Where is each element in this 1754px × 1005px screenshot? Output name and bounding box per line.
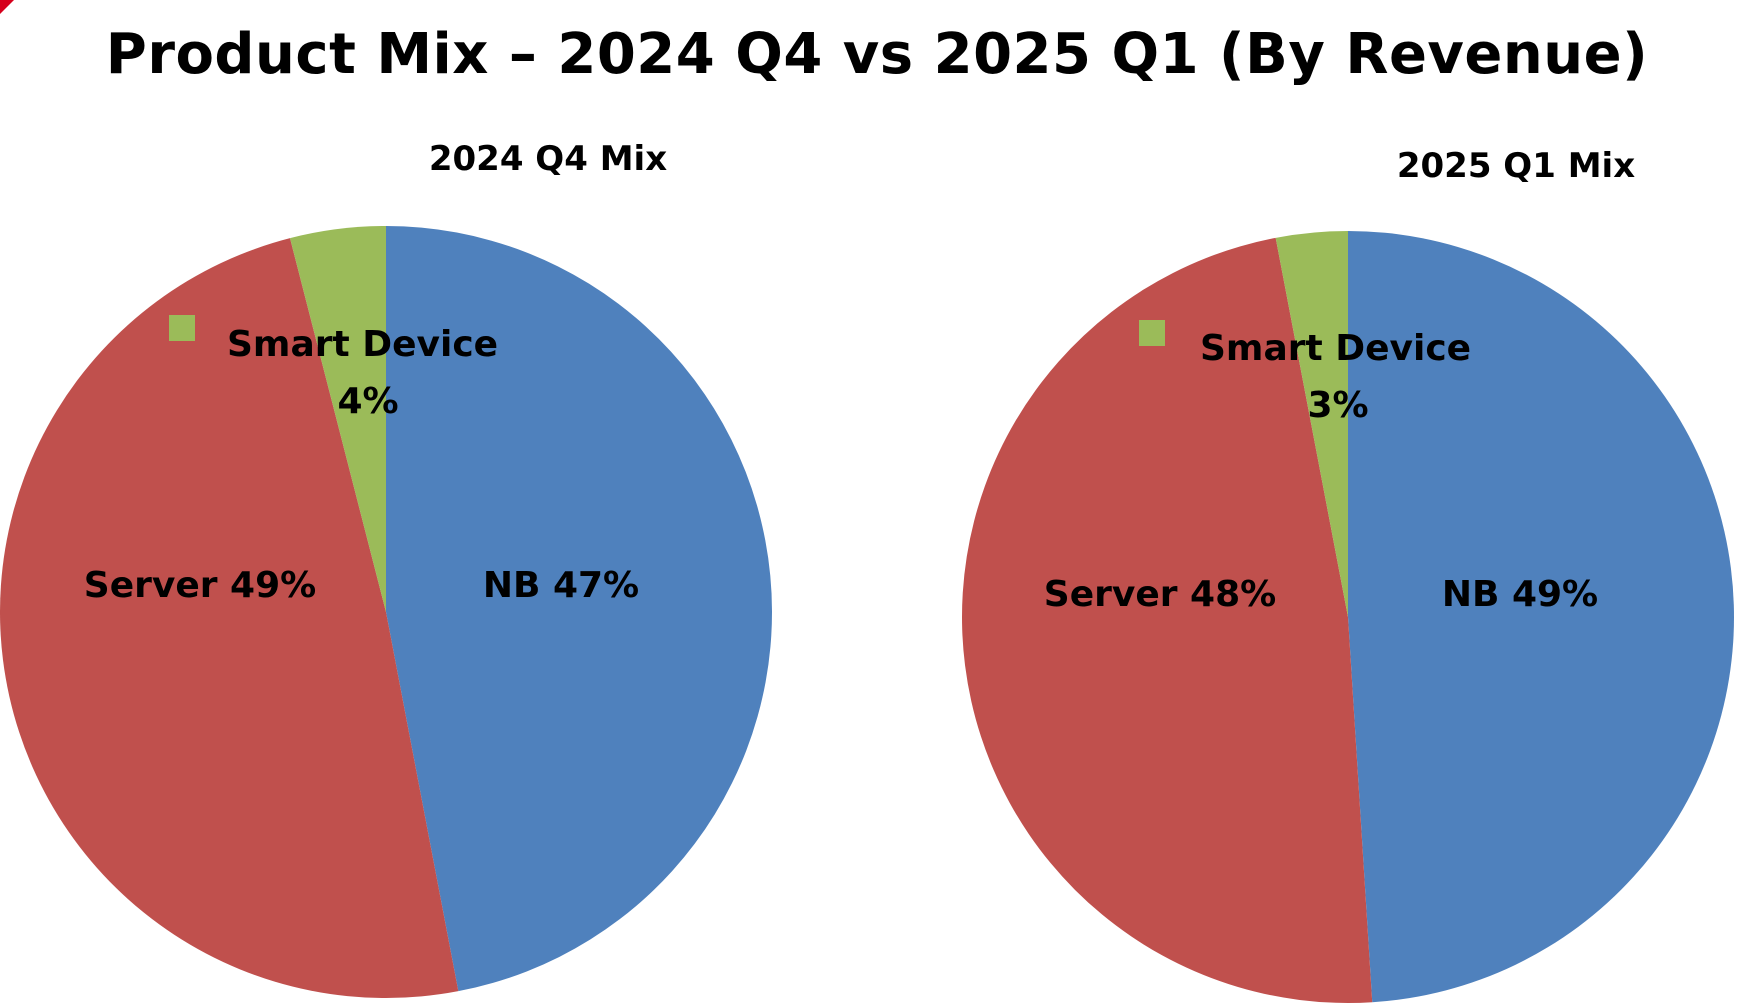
slice-label-server-2025-q1: Server 48% (1044, 574, 1276, 615)
page-title: Product Mix – 2024 Q4 vs 2025 Q1 (By Rev… (105, 22, 1649, 87)
chart-title-2024-q4: 2024 Q4 Mix (429, 139, 667, 179)
pie-chart-2024-q4: 2024 Q4 Mix Smart Device 4% Server 49% N… (0, 139, 773, 998)
slice-label-smart-device-2024-q4: Smart Device (227, 324, 498, 365)
pie-slice-smart-device-2024-q4 (290, 226, 386, 612)
slice-value-smart-device-2025-q1: 3% (1307, 385, 1368, 426)
pie-chart-2025-q1: 2025 Q1 Mix Smart Device 3% Server 48% N… (962, 146, 1734, 1003)
legend-marker-smart-device-2025-q1 (1139, 320, 1165, 346)
slice-label-nb-2025-q1: NB 49% (1442, 574, 1598, 615)
slice-label-server-2024-q4: Server 49% (84, 565, 316, 606)
pie-slices-2025-q1 (962, 231, 1734, 1003)
pie-slice-server-2025-q1 (962, 237, 1373, 1003)
smart-device-legend-swatch (169, 315, 195, 341)
pie-slice-server-2024-q4 (0, 238, 459, 998)
pie-slice-smart-device-2025-q1 (1275, 231, 1348, 617)
pie-slice-nb-2024-q4 (386, 226, 773, 992)
chart-title-2025-q1: 2025 Q1 Mix (1397, 146, 1635, 186)
slide-corner-accent (0, 0, 14, 14)
slice-label-smart-device-2025-q1: Smart Device (1200, 328, 1471, 369)
smart-device-legend-swatch (1139, 320, 1165, 346)
pie-slice-nb-2025-q1 (1348, 231, 1734, 1003)
slice-label-nb-2024-q4: NB 47% (483, 565, 639, 606)
pie-slices-2024-q4 (0, 226, 773, 998)
slice-value-smart-device-2024-q4: 4% (337, 381, 398, 422)
legend-marker-smart-device-2024-q4 (169, 315, 195, 341)
